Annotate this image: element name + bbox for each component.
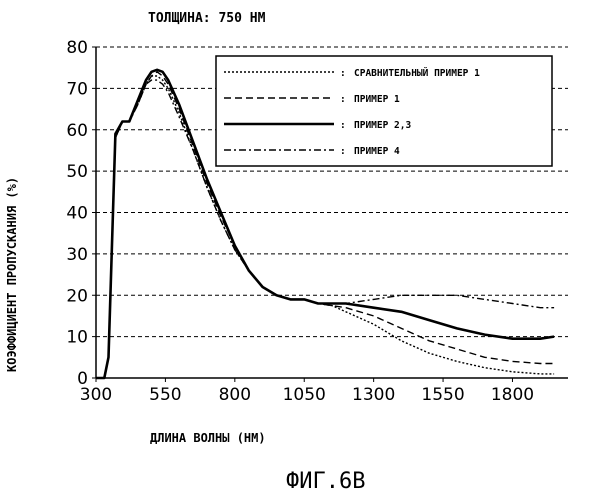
x-tick-label-1050: 1050 [283,385,326,405]
y-tick-label-40: 40 [66,204,88,224]
x-tick-label-1300: 1300 [352,385,395,405]
x-tick-label-1550: 1550 [421,385,464,405]
y-axis-label: КОЭФФИЦИЕНТ ПРОПУСКАНИЯ (%) [5,177,19,372]
legend-colon-3: : [340,120,346,131]
legend: : СРАВНИТЕЛЬНЫЙ ПРИМЕР 1: ПРИМЕР 1: ПРИМЕР … [216,56,552,166]
legend-label-3: ПРИМЕР 2,3 [354,120,411,131]
y-tick-label-60: 60 [66,121,88,141]
x-tick-label-800: 800 [219,385,251,405]
chart-subtitle: ТОЛЩИНА: 750 НМ [148,11,266,26]
x-tick-label-300: 300 [80,385,112,405]
y-tick-label-30: 30 [66,245,88,265]
y-tick-label-20: 20 [66,286,88,306]
x-tick-label-1800: 1800 [491,385,534,405]
x-axis-label: ДЛИНА ВОЛНЫ (НМ) [150,431,266,445]
y-tick-label-70: 70 [66,79,88,99]
y-tick-label-50: 50 [66,162,88,182]
legend-colon-1: : [340,68,346,79]
x-tick-label-550: 550 [149,385,181,405]
y-tick-label-10: 10 [66,328,88,348]
legend-label-4: ПРИМЕР 4 [354,146,400,157]
y-tick-label-80: 80 [66,38,88,58]
figure-caption: ФИГ.6В [286,469,365,494]
legend-colon-4: : [340,146,346,157]
legend-label-1: СРАВНИТЕЛЬНЫЙ ПРИМЕР 1 [354,67,480,79]
legend-colon-2: : [340,94,346,105]
legend-label-2: ПРИМЕР 1 [354,94,400,105]
